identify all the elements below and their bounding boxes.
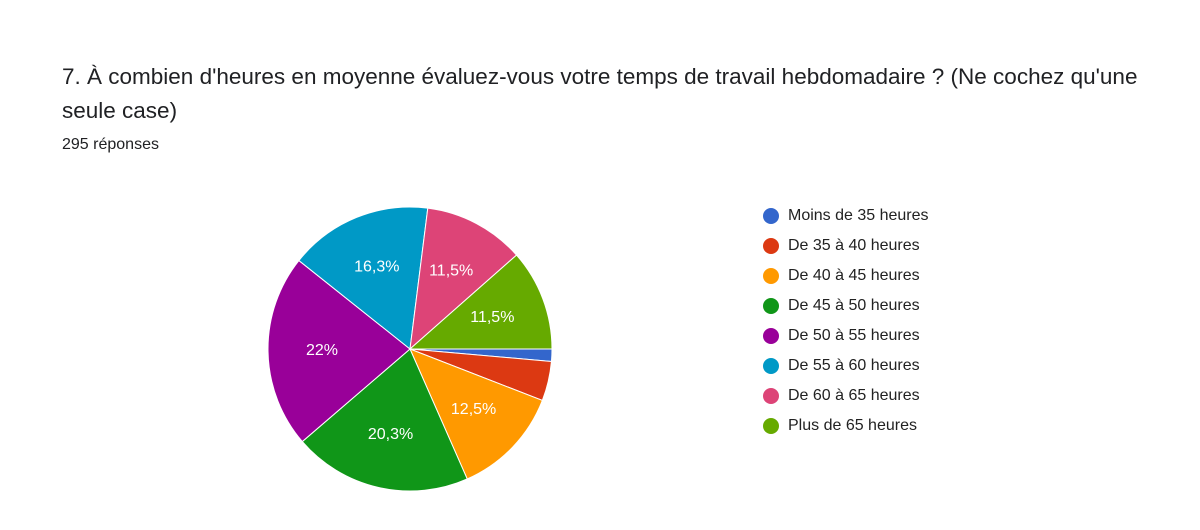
legend-label: De 35 à 40 heures [788,237,920,254]
legend-swatch [763,328,779,344]
pie-slice [409,207,518,351]
legend-swatch [763,238,779,254]
legend-swatch [763,388,779,404]
pie-slice [408,254,553,350]
data-label: 20,3% [368,426,413,443]
data-label: 11,5% [429,262,473,279]
chart-subtitle: 295 réponses [62,136,159,153]
pie-slice [301,348,468,492]
pie-slice [267,259,411,443]
data-label: 22% [306,342,338,359]
legend-swatch [763,358,779,374]
legend-label: Moins de 35 heures [788,207,929,224]
legend-label: De 45 à 50 heures [788,297,920,314]
legend-swatch [763,268,779,284]
data-label: 11,5% [470,309,514,326]
legend-swatch [763,298,779,314]
legend-label: De 50 à 55 heures [788,327,920,344]
legend-label: De 55 à 60 heures [788,357,920,374]
pie-slice [298,206,429,350]
chart-title: 7. À combien d'heures en moyenne évaluez… [62,64,1138,123]
data-label: 12,5% [451,401,496,418]
legend-label: De 60 à 65 heures [788,387,920,404]
legend-swatch [763,208,779,224]
data-label: 16,3% [354,259,399,276]
legend-swatch [763,418,779,434]
legend-label: De 40 à 45 heures [788,267,920,284]
pie-slice [409,348,544,480]
legend-label: Plus de 65 heures [788,417,917,434]
